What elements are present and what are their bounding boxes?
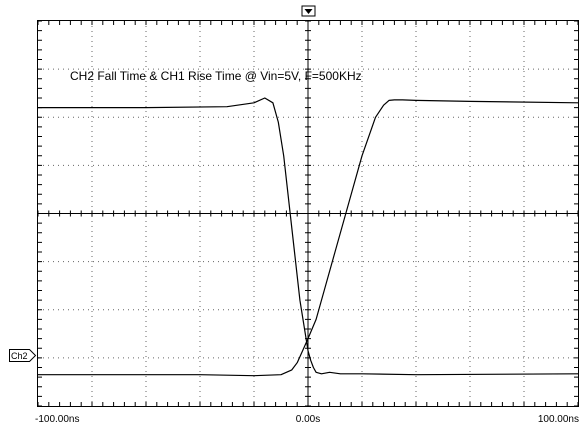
chart-title: CH2 Fall Time & CH1 Rise Time @ Vin=5V, … [70, 69, 362, 83]
ch2-reference-marker[interactable]: Ch2 [9, 349, 37, 362]
x-tick-label: -100.00ns [35, 414, 79, 425]
center-axes [37, 20, 579, 407]
traces [38, 97, 579, 377]
trace-ch1 [38, 99, 579, 377]
x-tick-label: 0.00s [296, 414, 320, 425]
trace-ch2 [38, 97, 579, 376]
x-tick-label: 100.00ns [538, 414, 579, 425]
trigger-position-marker[interactable] [301, 5, 316, 17]
x-tick-labels: -100.00ns 0.00s 100.00ns [35, 414, 579, 425]
ch2-marker-label: Ch2 [11, 351, 28, 361]
